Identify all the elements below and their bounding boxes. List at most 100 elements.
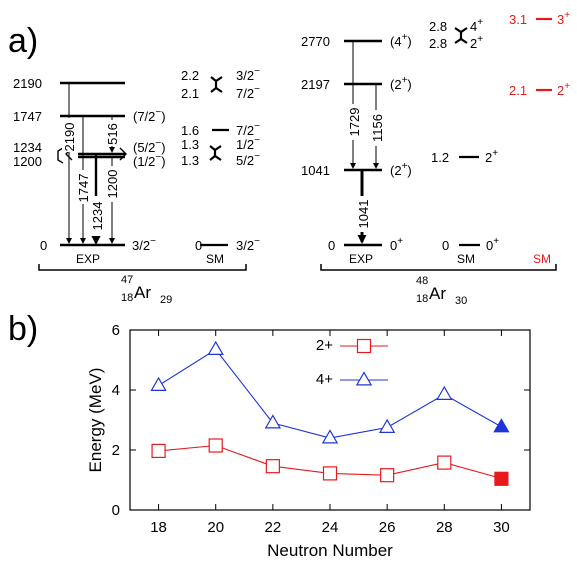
spin-label: (5/2−) <box>133 138 166 155</box>
sm-red-spin: 2+ <box>557 81 570 98</box>
data-point-square <box>265 459 280 474</box>
sm-label: SM <box>457 252 475 266</box>
transition-label: 1234 <box>90 202 105 231</box>
energy-label: 1200 <box>13 154 42 169</box>
sm-red-energy: 3.1 <box>509 12 527 27</box>
sm-spin: 1/2− <box>236 135 260 152</box>
data-point-triangle <box>321 429 339 444</box>
svg-text:18: 18 <box>121 292 133 304</box>
energy-label: 1041 <box>301 163 330 178</box>
sm-label: SM <box>206 252 224 266</box>
x-tick-label: 30 <box>493 519 510 536</box>
x-tick-label: 20 <box>207 519 224 536</box>
transition-label: 1729 <box>347 108 362 137</box>
y-tick-label: 6 <box>112 322 120 339</box>
ar47-sm-scheme: 2.2 2.1 1.6 1.3 1.3 0 3/2− 7/2− 7/2− 1/2… <box>181 66 260 266</box>
y-tick-label: 2 <box>112 442 120 459</box>
energy-label: 1747 <box>13 109 42 124</box>
sm-energy: 0 <box>442 238 449 253</box>
series-line-triangle <box>158 348 502 439</box>
sm-energy: 2.8 <box>429 19 447 34</box>
transition-label: 1156 <box>370 114 385 142</box>
ar48-nucleus-label: 48 18 Ar 30 <box>416 275 467 307</box>
energy-label: 1234 <box>13 140 42 155</box>
ar47-baseline <box>38 264 247 271</box>
sm-energy: 2.8 <box>429 36 447 51</box>
transition-label: 516 <box>105 123 120 145</box>
spin-label: 3/2− <box>132 236 156 253</box>
sm-energy: 0 <box>195 238 202 253</box>
legend-marker-triangle <box>355 371 373 386</box>
spin-label: (2+) <box>390 75 412 92</box>
data-point-triangle <box>207 340 224 355</box>
sm-energy: 2.2 <box>181 68 199 83</box>
y-axis-label: Energy (MeV) <box>86 368 105 473</box>
exp-label: EXP <box>76 252 100 266</box>
exp-label: EXP <box>349 252 373 266</box>
sm-energy: 1.6 <box>181 123 199 138</box>
highlight-point-triangle <box>493 418 510 433</box>
sm-spin: 3/2− <box>236 66 260 83</box>
transition-label: 1200 <box>105 170 120 199</box>
sm-spin: 7/2− <box>236 84 260 101</box>
panel-a-label: a) <box>8 22 38 60</box>
data-point-triangle <box>436 385 453 400</box>
svg-text:18: 18 <box>416 293 428 305</box>
panel-b-label: b) <box>8 310 38 348</box>
x-axis-label: Neutron Number <box>267 541 393 560</box>
data-point-triangle <box>264 414 282 429</box>
legend-marker-square <box>356 338 372 354</box>
ar47-nucleus-label: 47 18 Ar 29 <box>121 274 172 306</box>
legend-label: 2+ <box>316 337 333 354</box>
sm-energy: 2.1 <box>181 86 199 101</box>
spin-label: (7/2−) <box>133 107 166 124</box>
sm-spin: 2+ <box>485 148 498 165</box>
sm-red-energy: 2.1 <box>509 83 527 98</box>
data-point-square <box>437 455 452 470</box>
energy-label: 2190 <box>13 76 42 91</box>
level-bracket <box>119 147 127 161</box>
sm-red-spin: 3+ <box>557 10 570 27</box>
y-tick-label: 0 <box>112 502 120 519</box>
spin-label: (2+) <box>390 161 412 178</box>
energy-label: 0 <box>328 238 335 253</box>
ar48-exp-scheme: 2770 2197 1041 0 (4+) (2+) (2+) 0+ 1729 … <box>301 32 412 266</box>
ar48-sm-red-scheme: 3.1 2.1 3+ 2+ SM <box>509 10 570 266</box>
x-tick-label: 18 <box>150 519 167 536</box>
energy-label: 0 <box>40 238 47 253</box>
spin-label: 0+ <box>390 236 403 253</box>
spin-label: (1/2−) <box>133 152 166 169</box>
energy-label: 2770 <box>301 34 330 49</box>
svg-text:48: 48 <box>416 275 428 287</box>
sm-energy: 1.3 <box>181 137 199 152</box>
spin-label: (4+) <box>390 32 412 49</box>
plot-frame <box>129 329 531 511</box>
transition-label: 2190 <box>62 123 77 152</box>
x-tick-label: 24 <box>322 519 339 536</box>
ar48-sm-scheme: 2.8 2.8 1.2 0 4+ 2+ 2+ 0+ SM <box>429 17 499 266</box>
sm-energy: 1.2 <box>431 150 449 165</box>
data-point-square <box>322 466 338 481</box>
level-bracket <box>57 147 64 164</box>
x-tick-label: 22 <box>265 519 282 536</box>
data-point-square <box>208 438 223 453</box>
energy-label: 2197 <box>301 77 330 92</box>
data-point-triangle <box>150 376 167 391</box>
svg-text:Ar: Ar <box>134 283 151 302</box>
sm-spin: 7/2− <box>236 121 260 138</box>
data-point-square <box>151 443 166 458</box>
transition-label: 1041 <box>356 200 371 229</box>
sm-red-label: SM <box>533 252 551 266</box>
svg-text:Ar: Ar <box>429 284 446 303</box>
sm-energy: 1.3 <box>181 153 199 168</box>
ar48-baseline <box>320 264 557 271</box>
x-tick-label: 26 <box>379 519 396 536</box>
data-point-triangle <box>378 418 396 433</box>
sm-spin: 3/2− <box>236 236 260 253</box>
svg-text:30: 30 <box>455 295 467 307</box>
legend-label: 4+ <box>316 371 333 388</box>
transition-label: 1747 <box>76 174 91 203</box>
svg-text:29: 29 <box>160 294 172 306</box>
